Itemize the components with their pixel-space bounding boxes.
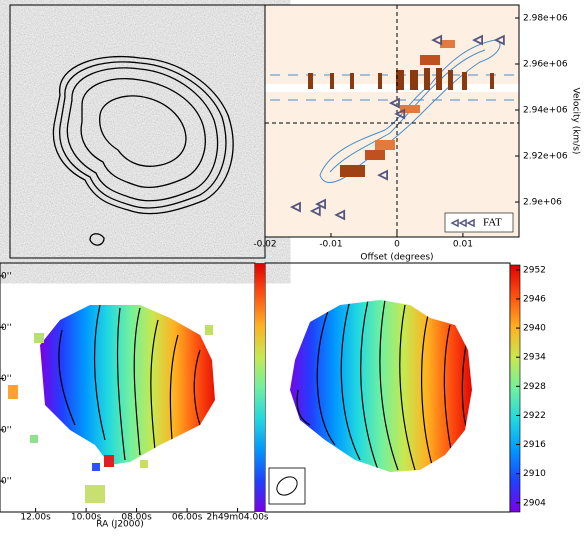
y-tick-label: 2.9e+06: [523, 198, 562, 208]
fat-point: [334, 209, 346, 221]
x-tick-label: 12.00s: [20, 513, 51, 523]
y-tick-label: 0'': [1, 477, 12, 487]
pv-panel: Offset (degrees) Velocity (km/s): [264, 4, 581, 263]
optical-panel: [9, 4, 266, 259]
fat-point: [289, 201, 301, 213]
colorbar-tick-label: 2922: [523, 411, 546, 421]
fat-point: [388, 97, 400, 109]
hi-contours: [52, 55, 234, 246]
colorbar-tick-label: 2946: [523, 294, 546, 304]
velocity-panel-data: RA (J2000): [0, 262, 256, 530]
colorbar-tick-label: 2904: [523, 498, 546, 508]
fat-point: [431, 34, 443, 46]
fat-point: [315, 198, 326, 210]
beam: [276, 476, 298, 496]
panel-frame: [264, 4, 520, 238]
y-tick-label: 2.94e+06: [523, 106, 568, 116]
x-tick-label: 06.00s: [172, 513, 203, 523]
legend-marker: [458, 218, 467, 228]
x-tick-label: -0.01: [319, 240, 342, 250]
legend-label: FAT: [483, 217, 502, 229]
x-tick-label: 0: [394, 240, 400, 250]
pv-data: [308, 40, 494, 177]
x-tick-label: 10.00s: [71, 513, 102, 523]
pv-band: [265, 84, 519, 92]
y-tick-label: 0'': [1, 374, 12, 384]
optical-image: [10, 5, 265, 258]
y-axis-label: Velocity (km/s): [571, 88, 581, 155]
fat-point: [309, 205, 321, 217]
y-tick-label: 0'': [1, 272, 12, 282]
fat-point: [493, 34, 505, 46]
x-tick-label: -0.02: [253, 240, 276, 250]
velocity-field: [40, 305, 215, 465]
colorbar-tick-label: 2940: [523, 324, 546, 334]
model-panel: [264, 262, 511, 513]
y-tick-label: 2.92e+06: [523, 152, 568, 162]
colorbar-tick-label: 2916: [523, 440, 546, 450]
legend-marker: [466, 218, 475, 228]
legend-box: [444, 212, 514, 233]
x-axis-label: RA (J2000): [96, 520, 144, 530]
colorbar-tick-label: 2952: [523, 265, 546, 275]
y-tick-label: 0'': [1, 323, 12, 333]
beam-box: [268, 467, 306, 505]
x-tick-label: 0.01: [453, 240, 473, 250]
colorbar-tick-label: 2934: [523, 353, 546, 363]
pv-background: [265, 5, 519, 237]
colorbar: [509, 264, 521, 513]
y-tick-label: 0'': [1, 425, 12, 435]
fat-point: [377, 169, 388, 181]
colorbar-left: [255, 263, 265, 512]
legend-marker: [450, 218, 459, 228]
y-tick-label: 2.96e+06: [523, 60, 568, 70]
x-tick-label: 2h49m04.00s: [207, 513, 269, 523]
fat-point: [394, 108, 406, 120]
x-tick-label: 08.00s: [121, 513, 152, 523]
x-axis-label: Offset (degrees): [360, 253, 433, 263]
fat-point: [472, 34, 483, 46]
colorbar-tick-label: 2928: [523, 382, 546, 392]
y-tick-label: 2.98e+06: [523, 13, 568, 23]
colorbar-tick-label: 2910: [523, 469, 546, 479]
